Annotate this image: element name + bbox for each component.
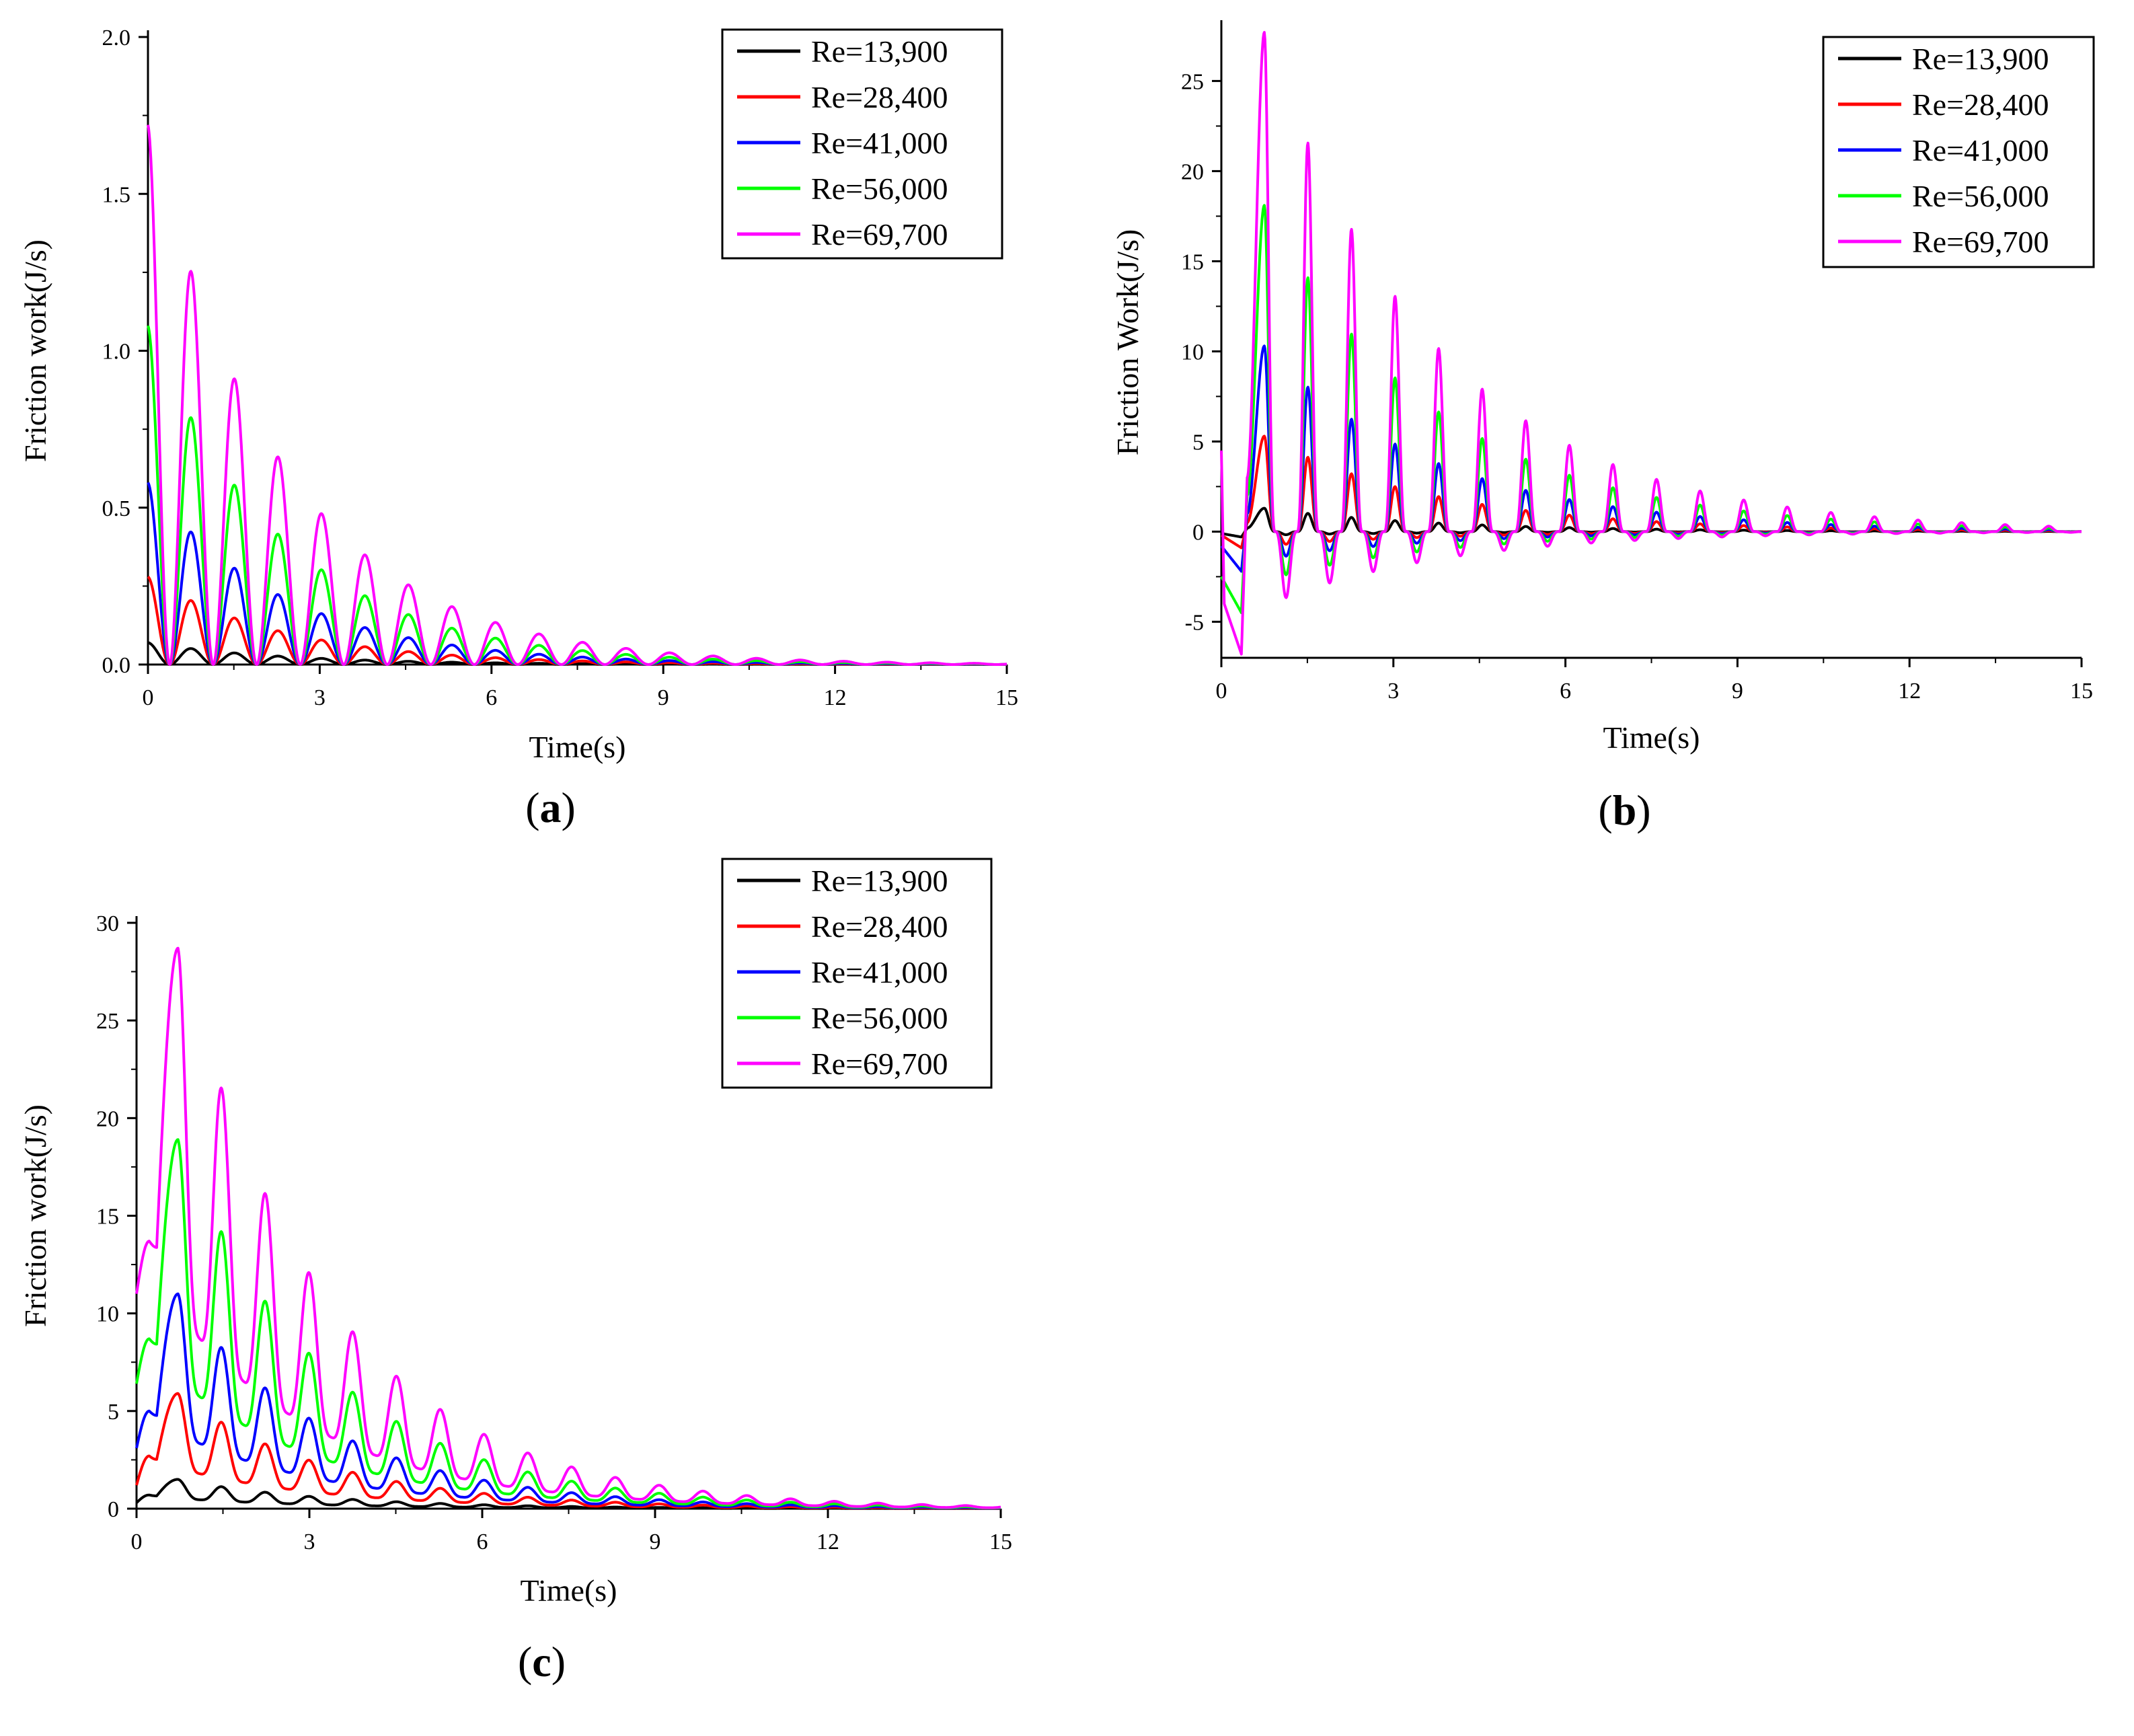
x-axis-title: Time(s) xyxy=(521,1573,617,1608)
y-tick-label: 15 xyxy=(96,1205,119,1230)
legend-label: Re=13,900 xyxy=(811,34,948,69)
chart-c-svg: 0 3 6 9 12 15 0 5 10 15 20 25 30 Time(s) Friction work… xyxy=(18,858,1012,1686)
y-tick-label: 0.5 xyxy=(102,496,131,521)
x-axis-title: Time(s) xyxy=(529,730,626,764)
x-tick-label: 0 xyxy=(143,685,154,710)
y-tick-label: 20 xyxy=(96,1106,119,1131)
y-axis-title: Friction work(J/s) xyxy=(18,239,52,462)
x-tick-label: 15 xyxy=(995,685,1018,710)
y-tick-label: 25 xyxy=(96,1009,119,1034)
x-tick-label: 15 xyxy=(2070,679,2093,704)
legend-label: Re=41,000 xyxy=(811,955,948,989)
legend-label: Re=56,000 xyxy=(811,1001,948,1035)
series-line-Re=69,700 xyxy=(1220,31,2083,656)
y-tick-label: 0.0 xyxy=(102,653,131,678)
x-tick-label: 6 xyxy=(477,1530,488,1554)
x-tick-label: 12 xyxy=(824,685,847,710)
panel-label: (c) xyxy=(518,1638,566,1686)
legend-label: Re=56,000 xyxy=(1912,179,2049,213)
x-tick-label: 3 xyxy=(1387,679,1399,704)
chart-a-svg: 0 3 6 9 12 15 0.0 0.5 1.0 1.5 2.0 Time(s) Friction w… xyxy=(18,26,1018,831)
y-tick-label: 2.0 xyxy=(102,26,131,50)
y-tick-label: 5 xyxy=(1192,430,1204,455)
y-tick-label: 25 xyxy=(1181,69,1204,94)
x-tick-label: 12 xyxy=(1898,679,1921,704)
series-line-Re=41,000 xyxy=(1220,344,2083,573)
x-axis-title: Time(s) xyxy=(1603,720,1700,755)
y-axis-title: Friction Work(J/s) xyxy=(1110,229,1145,456)
x-tick-label: 9 xyxy=(1732,679,1743,704)
chart-panel-a: 0 3 6 9 12 15 0.0 0.5 1.0 1.5 2.0 Time(s) Friction w… xyxy=(0,0,1067,854)
chart-b-svg: 0 3 6 9 12 15 -5 0 5 10 15 20 25 Time(s) Friction Work… xyxy=(1110,20,2095,834)
y-tick-label: 0 xyxy=(108,1497,119,1522)
x-tick-label: 6 xyxy=(486,685,497,710)
y-tick-label: 1.5 xyxy=(102,182,131,207)
x-tick-label: 6 xyxy=(1560,679,1571,704)
x-tick-label: 9 xyxy=(658,685,669,710)
legend-label: Re=69,700 xyxy=(811,1047,948,1081)
x-tick-label: 15 xyxy=(989,1530,1012,1554)
series-line-Re=41,000 xyxy=(147,482,1008,666)
legend-label: Re=69,700 xyxy=(811,217,948,252)
y-tick-label: 0 xyxy=(1192,520,1204,545)
y-tick-label: 15 xyxy=(1181,250,1204,274)
series-line-Re=69,700 xyxy=(147,124,1008,666)
x-tick-label: 3 xyxy=(304,1530,315,1554)
panel-label: (a) xyxy=(525,784,576,831)
y-tick-label: 5 xyxy=(108,1400,119,1425)
series-line-Re=41,000 xyxy=(135,1292,1002,1510)
y-tick-label: 1.0 xyxy=(102,340,131,365)
y-tick-label: 30 xyxy=(96,911,119,936)
y-tick-label: 10 xyxy=(96,1302,119,1327)
x-tick-label: 12 xyxy=(816,1530,839,1554)
legend-label: Re=41,000 xyxy=(811,126,948,160)
chart-panel-b: 0 3 6 9 12 15 -5 0 5 10 15 20 25 Time(s) Friction Work… xyxy=(1067,0,2134,854)
legend-box xyxy=(1822,36,2095,268)
series-line-Re=69,700 xyxy=(135,946,1002,1509)
legend-label: Re=13,900 xyxy=(811,864,948,898)
panel-label: (b) xyxy=(1598,786,1650,834)
x-tick-label: 3 xyxy=(314,685,326,710)
legend-label: Re=28,400 xyxy=(811,80,948,114)
y-tick-label: 10 xyxy=(1181,340,1204,365)
y-tick-label: -5 xyxy=(1185,610,1204,635)
legend-label: Re=28,400 xyxy=(1912,87,2049,122)
legend-label: Re=13,900 xyxy=(1912,42,2049,76)
legend-label: Re=56,000 xyxy=(811,172,948,206)
y-axis-title: Friction work(J/s) xyxy=(18,1104,52,1327)
x-tick-label: 0 xyxy=(131,1530,143,1554)
x-tick-label: 0 xyxy=(1216,679,1227,704)
series-line-Re=56,000 xyxy=(147,325,1008,666)
legend-label: Re=69,700 xyxy=(1912,225,2049,259)
x-tick-label: 9 xyxy=(650,1530,661,1554)
chart-panel-c: 0 3 6 9 12 15 0 5 10 15 20 25 30 Time(s) Friction work… xyxy=(0,854,1067,1736)
y-tick-label: 20 xyxy=(1181,159,1204,184)
legend-label: Re=41,000 xyxy=(1912,133,2049,167)
legend-label: Re=28,400 xyxy=(811,909,948,944)
